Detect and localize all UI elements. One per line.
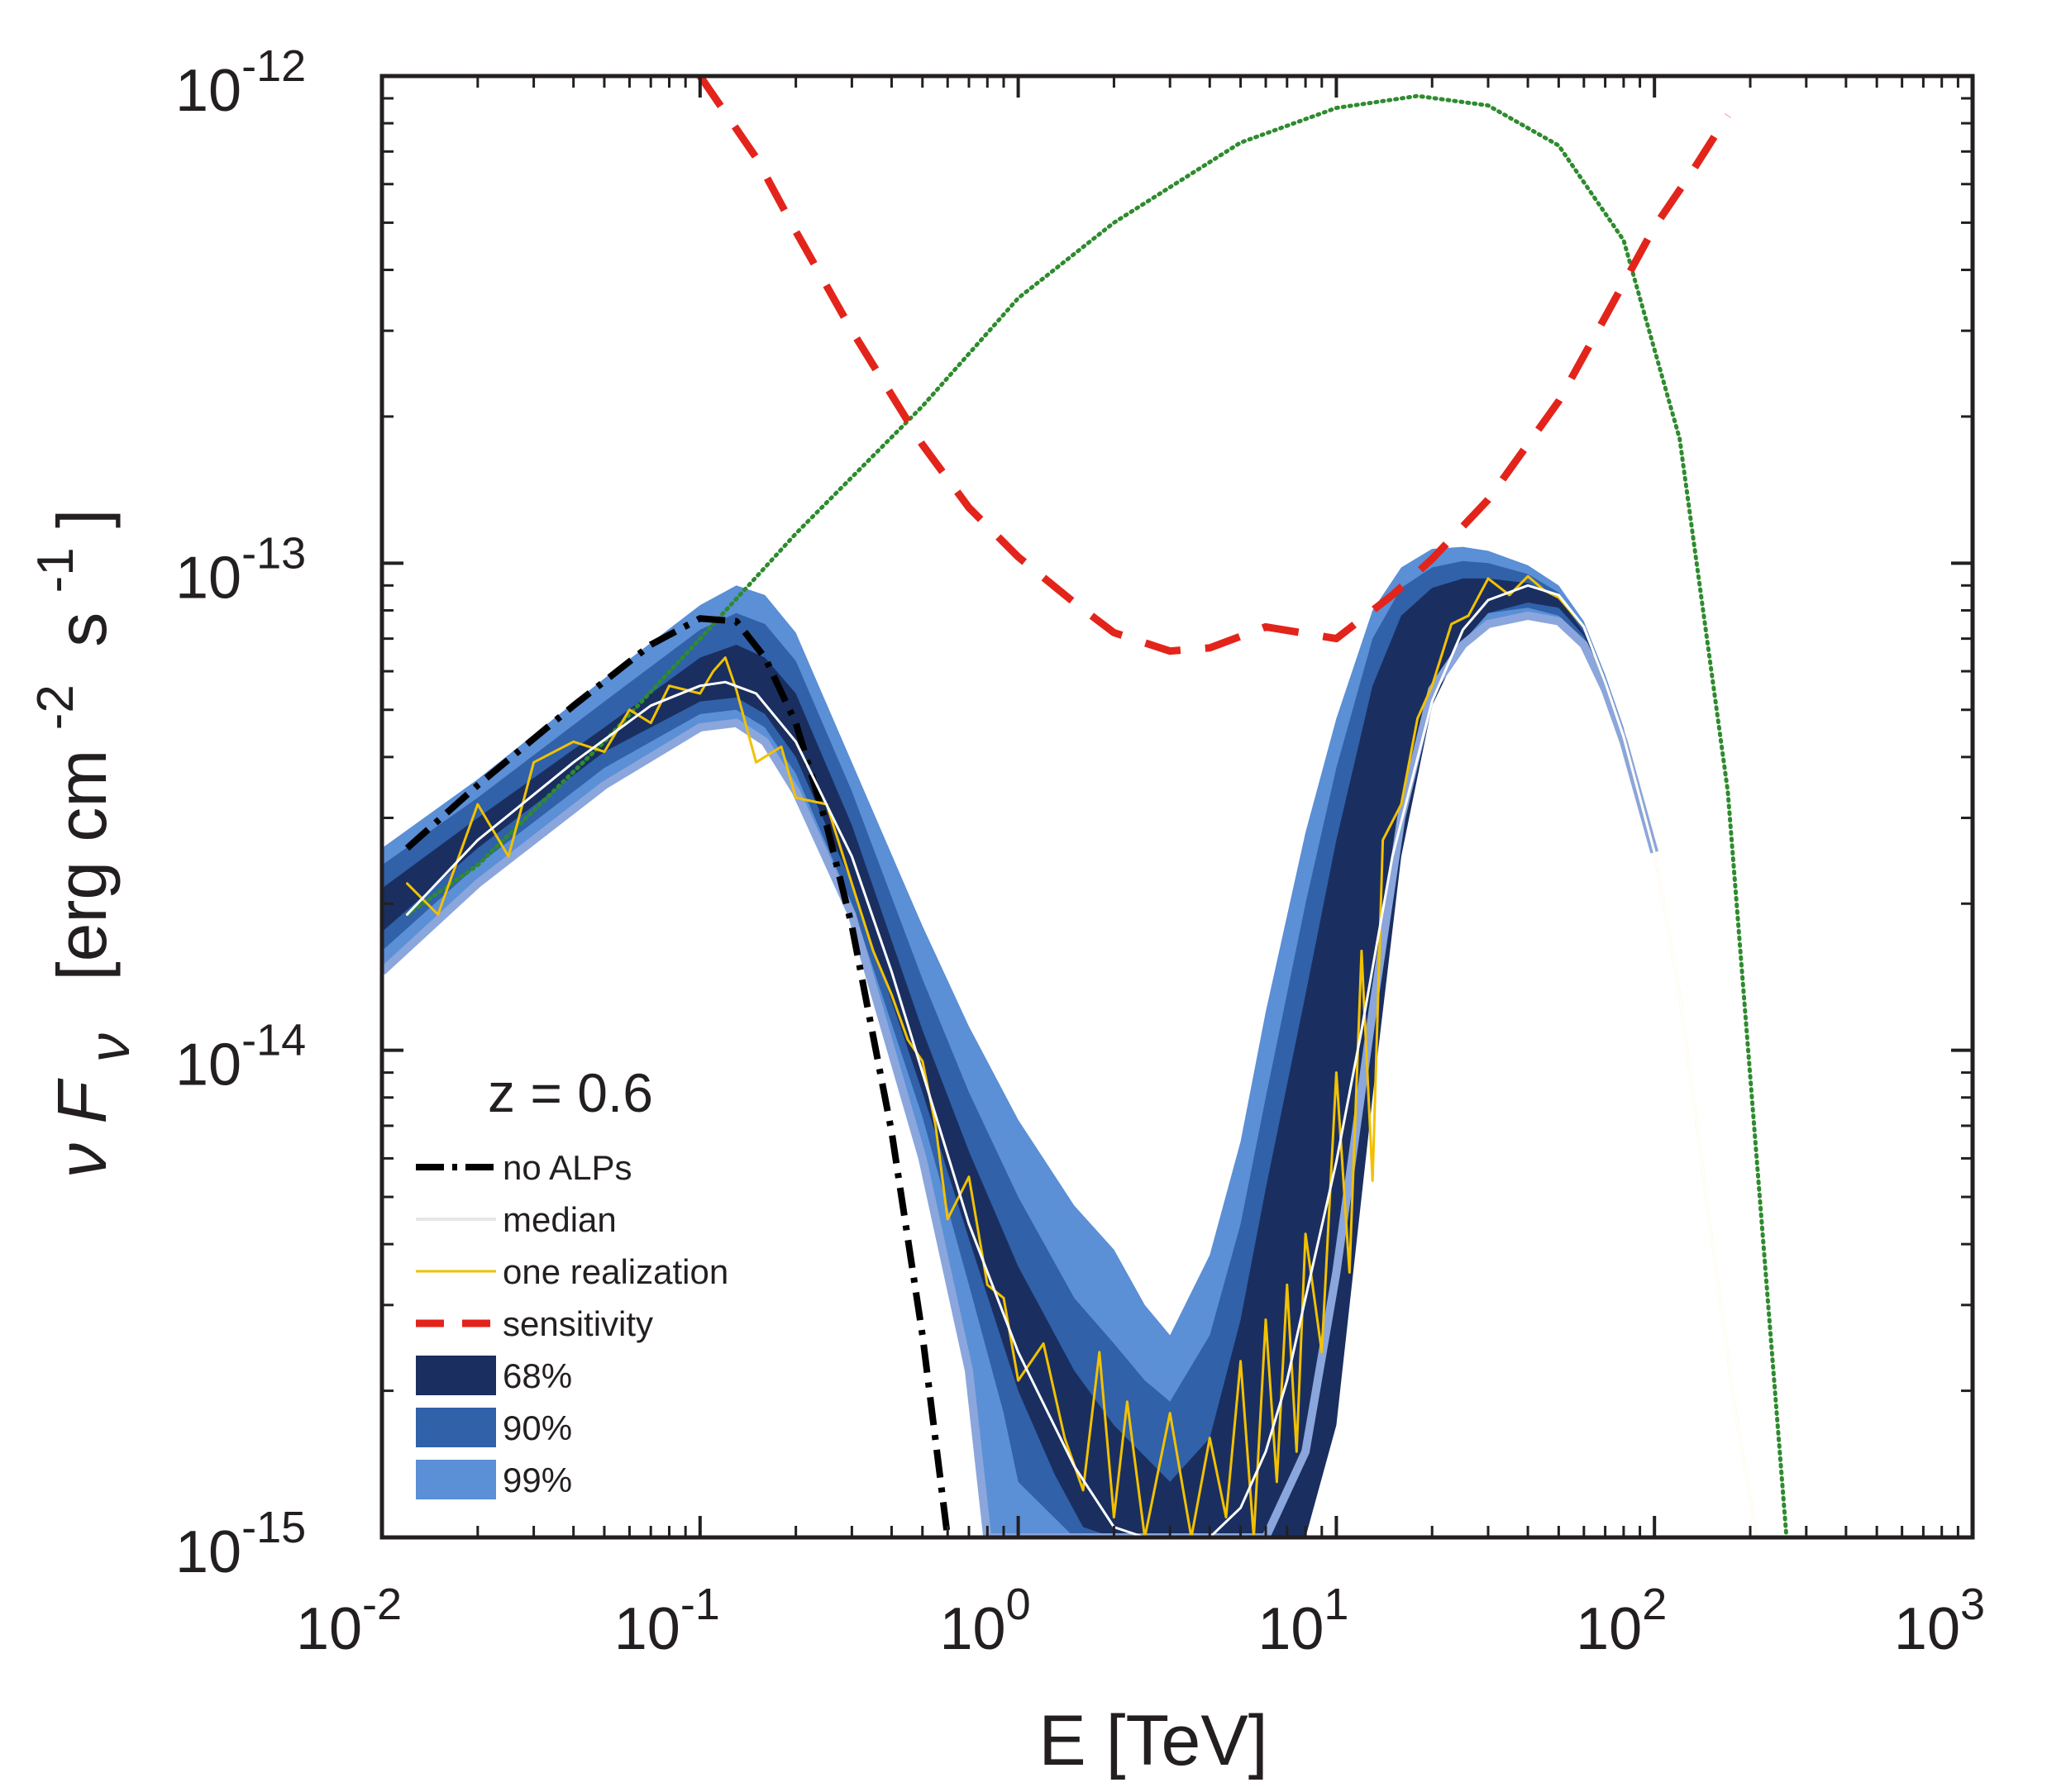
band-68-area [382,578,1655,1537]
plot-frame [379,74,1975,1540]
legend-label: 68% [503,1356,572,1395]
y-tick-label: 10-14 [175,1016,306,1099]
legend-item-band-99: 99% [416,1460,572,1499]
legend-item-band-68: 68% [416,1356,572,1395]
confidence-bands [382,546,1659,1537]
svg-text:ν F ν [erg cm: ν F ν [erg cm -2 s -1 ] [10,509,144,1178]
legend-item-median: median [416,1200,617,1239]
y-tick-label: 10-12 [175,41,306,124]
legend-item-sensitivity: sensitivity [416,1304,653,1343]
axis-tick-labels: 10-2 10-1 100 101 102 103 10-15 10-14 10-13 10-12 [175,41,1985,1662]
legend: no ALPs median one realization sensitivity 6… [416,1148,728,1499]
x-axis-title: E [TeV] [1038,1701,1267,1780]
y-axis-subscript: ν [77,1033,141,1062]
y-axis-unit: [erg cm [43,750,121,981]
y-axis-sup2: -1 [27,547,84,593]
series-one-realization [406,574,1758,1537]
x-tick-label: 103 [1894,1580,1985,1662]
y-tick-label: 10-15 [175,1503,306,1585]
legend-swatch [416,1460,496,1499]
axis-ticks [380,76,1973,1539]
legend-swatch [416,1408,496,1447]
y-tick-label: 10-13 [175,528,306,611]
legend-item-band-90: 90% [416,1408,572,1447]
legend-label: 90% [503,1408,572,1447]
redshift-annotation: z = 0.6 [488,1062,653,1123]
series-median [406,584,1758,1537]
legend-swatch [416,1356,496,1395]
series-sensitivity [697,76,1731,655]
series-lines [404,76,1789,1537]
legend-item-one-realization: one realization [416,1252,728,1291]
band-99-lower-edge [382,611,1659,1537]
y-axis-s: s [43,612,121,647]
legend-item-no-alps: no ALPs [416,1148,632,1187]
x-tick-label: 10-1 [614,1580,720,1662]
x-tick-label: 100 [940,1580,1031,1662]
y-axis-title: ν F ν [erg cm -2 s -1 ] [10,509,144,1178]
x-tick-label: 101 [1257,1580,1348,1662]
legend-label: median [503,1200,617,1239]
x-tick-label: 10-2 [296,1580,402,1662]
series-no-alps [404,615,952,1537]
y-axis-close: ] [43,509,121,528]
legend-label: no ALPs [503,1148,632,1187]
y-axis-sup1: -2 [27,684,84,730]
series-intrinsic [405,93,1789,1537]
legend-label: 99% [503,1461,572,1499]
legend-label: sensitivity [503,1304,653,1343]
legend-label: one realization [503,1252,728,1291]
y-axis-nu-f: ν F [43,1078,121,1178]
x-tick-label: 102 [1576,1580,1667,1662]
